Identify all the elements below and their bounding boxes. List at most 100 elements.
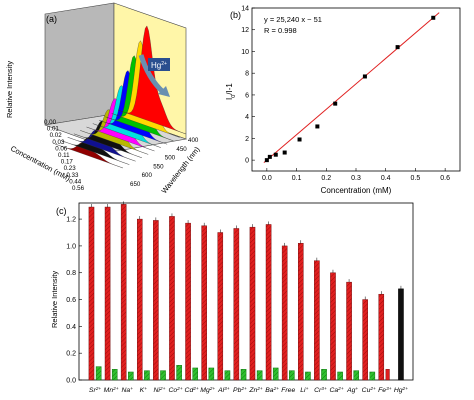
bar-green (321, 369, 327, 381)
conc-tick-label: 0.11 (58, 152, 70, 159)
bar-green (111, 369, 118, 381)
hg-label-box (148, 58, 170, 71)
y-tick-label: 0 (245, 158, 249, 165)
bar-red (185, 222, 191, 381)
bar-green (353, 370, 360, 381)
x-tick-label: Fe3+ (378, 386, 392, 395)
x-tick-label: Cd2+ (185, 386, 199, 395)
x-tick-label: Zn2+ (248, 386, 263, 395)
panel-b-tag: (b) (230, 10, 241, 20)
x-tick-label: 0.0 (262, 175, 272, 182)
conc-tick-label: 0.06 (55, 145, 68, 152)
x-tick-label: 0.3 (351, 175, 361, 182)
bar-green (192, 367, 199, 381)
x-tick-label: Al3+ (217, 386, 230, 395)
bar-green (128, 371, 134, 381)
data-point (315, 124, 320, 129)
bar-green (272, 367, 279, 381)
wl-tick-label: 450 (176, 146, 187, 153)
bar-green (176, 365, 182, 381)
data-point (267, 154, 272, 159)
bar-green (95, 366, 102, 381)
y-tick-label: 0.0 (66, 378, 76, 385)
bar-green (208, 367, 215, 381)
data-point (333, 101, 338, 106)
bar-red (378, 293, 385, 381)
bar-red (297, 243, 304, 381)
conc-tick-label: 0.02 (50, 132, 63, 139)
data-point (282, 150, 287, 155)
panel-b-calibration: (b) 0.0 0.1 0.2 0.3 0.4 0.5 0.6 0 2 4 6 8 10 12 14 y =… (225, 6, 461, 195)
bar-red (201, 225, 207, 381)
bar-red (281, 245, 288, 381)
bar-red (330, 272, 336, 381)
x-tick-label: Ni2+ (153, 386, 165, 395)
y-tick-label: 4 (245, 114, 249, 121)
y-tick-label: 0.6 (66, 297, 76, 304)
y-tick-label: 0.4 (66, 324, 76, 331)
panel-a-ylabel: Relative Intensity (5, 61, 14, 118)
x-tick-label: 0.6 (440, 175, 450, 182)
bar-green (240, 369, 247, 381)
conc-tick-label: 0.01 (47, 126, 60, 133)
bar-green (289, 370, 295, 381)
y-tick-label: 8 (245, 71, 249, 78)
hg-arrow (138, 54, 165, 94)
data-point (431, 15, 436, 20)
x-tick-label: Li+ (300, 387, 308, 395)
c-x-labels: Sr2+ Mn2+ Na+ K+ Ni2+ Co2+ Cd2+ Mg2+ Al3+ Pb2+ Zn2… (89, 386, 408, 395)
hg-arrow-head (158, 86, 170, 97)
x-tick-label: Hg2+ (394, 386, 408, 395)
bar-red (314, 260, 320, 381)
bar-red (169, 216, 175, 381)
bar-hg (398, 288, 404, 381)
bar-red-small (385, 369, 390, 381)
data-point (362, 74, 367, 79)
x-tick-label: 0.1 (292, 175, 302, 182)
conc-tick-label: 0.44 (69, 178, 82, 185)
panel-a-tag: (a) (46, 14, 57, 24)
bar-red (346, 281, 352, 381)
y-tick-label: 10 (241, 49, 249, 56)
data-point (273, 152, 278, 157)
x-tick-label: Mn2+ (104, 386, 119, 395)
bar-green (305, 371, 311, 381)
y-tick-label: 0.2 (66, 351, 76, 358)
c-y-ticks: 0.0 0.2 0.4 0.6 0.8 1.0 1.2 (66, 217, 82, 385)
x-tick-label: Free (281, 387, 295, 394)
data-point (395, 45, 400, 50)
c-bars (88, 201, 404, 381)
y-tick-label: 1.0 (66, 243, 76, 250)
data-point (264, 158, 269, 163)
y-tick-label: 2 (245, 136, 249, 143)
wl-tick-label: 500 (165, 155, 176, 162)
panel-a-waterfall: Hg2+ (a) Relative Intensity 0.000.010.02… (5, 2, 202, 195)
conc-tick-label: 0.17 (61, 159, 74, 166)
bar-red (265, 224, 272, 381)
fit-line (263, 12, 440, 164)
bar-red (136, 218, 143, 381)
wl-tick-label: 550 (153, 163, 164, 170)
x-tick-label: Cu2+ (362, 386, 376, 395)
x-tick-label: 0.4 (381, 175, 391, 182)
hg-label: Hg2+ (151, 61, 167, 70)
panel-b-xlabel: Concentration (mM) (321, 186, 392, 195)
y-tick-label: 6 (245, 92, 249, 99)
panel-b-ylabel: I0/I-1 (225, 83, 237, 100)
bar-red (153, 220, 159, 381)
bar-red (249, 226, 256, 381)
panel-c-tag: (c) (56, 206, 67, 216)
y-tick-label: 14 (241, 6, 249, 13)
bar-red (217, 232, 224, 381)
equation: y = 25,240 x − 51 (264, 15, 322, 24)
conc-tick-label: 0.00 (44, 119, 57, 126)
data-point (297, 137, 302, 142)
conc-tick-label: 0.23 (64, 165, 77, 172)
x-tick-label: Mg2+ (200, 386, 215, 395)
wl-tick-label: 600 (142, 172, 153, 179)
x-tick-label: Pb2+ (233, 386, 247, 395)
b-data-points (264, 15, 436, 163)
bar-green (144, 370, 150, 381)
x-tick-label: Cr3+ (314, 386, 327, 395)
